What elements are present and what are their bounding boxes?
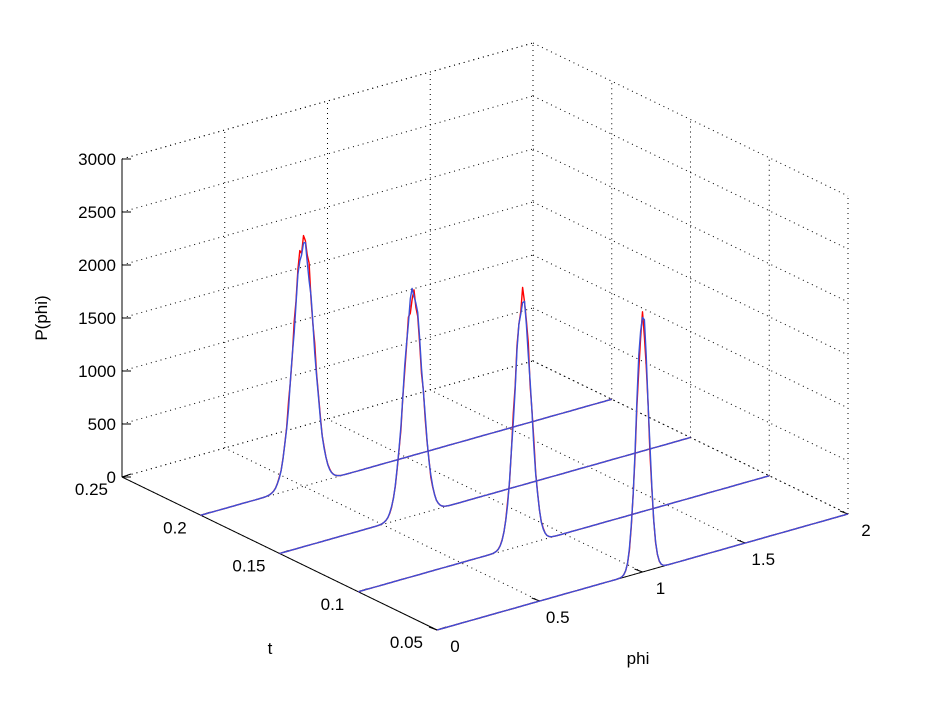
series-a-line-4 <box>436 311 849 631</box>
grid-side-z <box>532 201 849 356</box>
z-tick-label: 0 <box>107 468 116 487</box>
grid-side-z <box>532 148 849 303</box>
x-tick <box>428 626 438 631</box>
x-tick <box>737 539 746 544</box>
x-tick <box>531 597 540 602</box>
grid-back-z <box>121 148 534 266</box>
x-tick-label: 0 <box>450 637 459 656</box>
series-a-line-1 <box>200 234 612 516</box>
grid-back-z <box>121 95 534 213</box>
grid-layer <box>121 42 849 631</box>
z-tick-label: 500 <box>88 415 116 434</box>
z-tick-label: 2500 <box>78 203 116 222</box>
series-b-line-1 <box>200 241 612 516</box>
z-axis-title: P(phi) <box>32 295 51 340</box>
x-axis-title: phi <box>627 649 650 668</box>
x-tick-label: 0.5 <box>546 608 570 627</box>
z-tick-label: 1500 <box>78 309 116 328</box>
series-b-line-4 <box>436 316 849 631</box>
labels-layer: 00.511.520.050.10.150.20.250500100015002… <box>75 150 871 656</box>
grid-top-edge <box>121 42 534 160</box>
series-b-line-2 <box>279 287 691 555</box>
z-tick-label: 2000 <box>78 256 116 275</box>
z-tick-label: 3000 <box>78 150 116 169</box>
x-tick-label: 2 <box>861 521 870 540</box>
x-tick-label: 1.5 <box>751 550 775 569</box>
y-tick-label: 0.15 <box>232 557 265 576</box>
y-tick-label: 0.2 <box>163 518 187 537</box>
x-tick-label: 1 <box>656 579 665 598</box>
grid-floor-x <box>224 447 540 602</box>
axes-layer <box>121 158 849 631</box>
grid-side-z <box>532 307 849 462</box>
y-tick-label: 0.1 <box>321 595 345 614</box>
grid-back-z <box>121 42 534 160</box>
grid-back-z <box>121 201 534 319</box>
y-tick-label: 0.05 <box>390 633 423 652</box>
x-tick <box>839 510 849 515</box>
x-tick <box>634 568 643 573</box>
grid-side-z <box>532 95 849 250</box>
grid-back-z <box>121 307 534 425</box>
grid-back-z <box>121 360 534 478</box>
y-axis-title: t <box>268 639 273 658</box>
grid-side-z <box>532 254 849 409</box>
series-b-line-3 <box>358 300 770 593</box>
grid-back-z <box>121 254 534 372</box>
z-tick-label: 1000 <box>78 362 116 381</box>
series-layer <box>200 234 849 631</box>
grid-side-z <box>532 42 849 197</box>
y-tick-label: 0.25 <box>75 480 108 499</box>
series-a-line-2 <box>279 289 691 555</box>
